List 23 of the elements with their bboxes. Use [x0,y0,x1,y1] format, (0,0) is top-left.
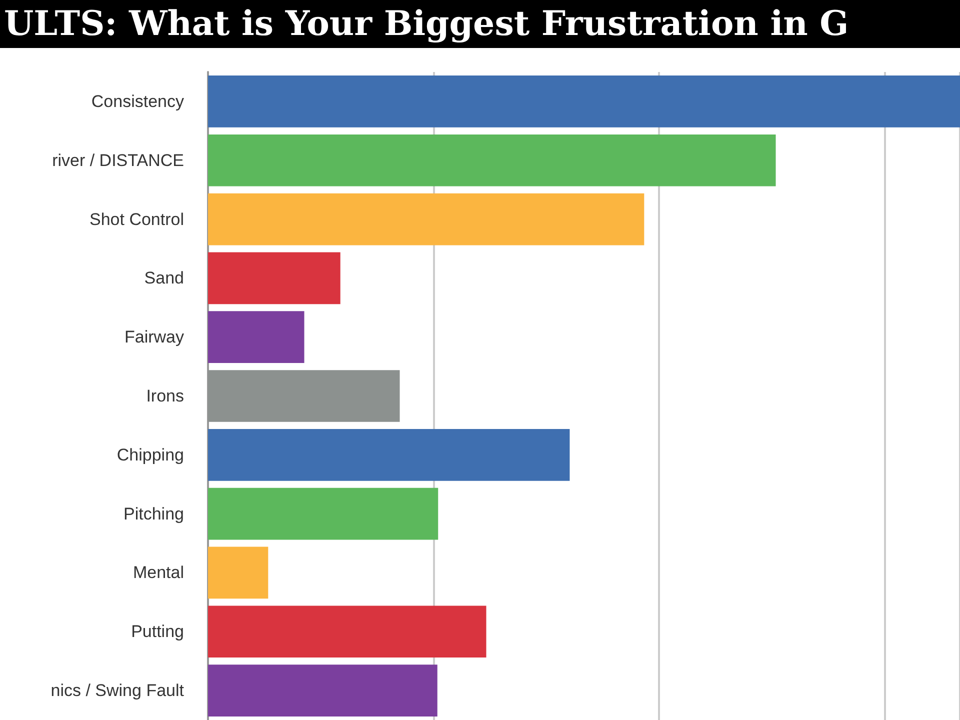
y-tick-label: Consistency [91,92,184,111]
bar [208,252,340,304]
y-tick-label: Chipping [116,445,184,464]
bar [208,488,438,540]
chart-title: ULTS: What is Your Biggest Frustration in G [0,0,960,48]
y-tick-label: nics / Swing Fault [50,681,184,700]
y-tick-label: Irons [146,386,184,406]
bar [208,311,304,364]
bar [208,370,400,422]
bar [208,546,268,599]
bar [208,193,644,246]
y-tick-label: river / DISTANCE [52,150,184,170]
bar [208,606,486,658]
y-tick-label: Putting [131,622,184,642]
bar [208,134,776,186]
y-tick-label: Sand [144,268,184,288]
y-tick-label: Mental [132,563,184,582]
y-tick-label: Shot Control [90,210,184,229]
bar [208,428,570,481]
y-tick-label: Pitching [124,504,184,524]
bar [208,76,960,128]
y-tick-label: Fairway [124,328,184,347]
bar [208,664,438,716]
